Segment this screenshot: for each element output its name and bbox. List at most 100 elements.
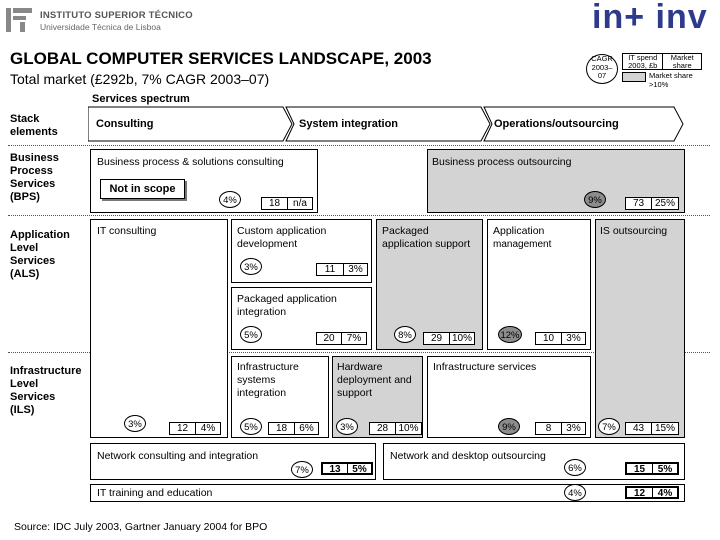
bp-consulting-share: n/a — [287, 198, 312, 209]
network-consulting-figures: 13 5% — [321, 462, 373, 475]
bp-outsourcing-figures: 73 25% — [625, 197, 679, 210]
infra-integration-cagr: 5% — [240, 418, 262, 435]
custom-app-share: 3% — [343, 264, 367, 275]
network-consulting-label: Network consulting and integration — [97, 450, 259, 462]
services-spectrum-arrows — [88, 106, 684, 142]
packaged-support-figures: 29 10% — [423, 332, 475, 345]
infra-services-label: Infrastructure services — [433, 361, 537, 373]
network-outsourcing-share: 5% — [652, 464, 677, 475]
hardware-cagr: 3% — [336, 418, 358, 435]
custom-app-cagr: 3% — [240, 258, 262, 275]
packaged-integration-spend: 20 — [323, 333, 335, 344]
page-title: GLOBAL COMPUTER SERVICES LANDSCAPE, 2003 — [10, 49, 432, 68]
legend-cagr — [586, 54, 618, 84]
spectrum-system-integration: System integration — [299, 118, 399, 130]
network-consulting-share: 5% — [347, 464, 371, 475]
row-als-label: Application Level Services (ALS) — [10, 229, 70, 280]
infra-integration-label: Infrastructure systems integration — [237, 361, 299, 399]
infra-services-spend: 8 — [545, 423, 552, 434]
packaged-integration-figures: 20 7% — [316, 332, 367, 345]
bp-consulting-label: Business process & solutions consulting — [97, 156, 284, 168]
app-management-figures: 10 3% — [535, 332, 586, 345]
network-outsourcing-spend: 15 — [633, 464, 646, 475]
brand-logo: in+ inv — [592, 0, 708, 36]
it-consulting-cagr: 3% — [124, 415, 146, 432]
packaged-support-spend: 29 — [430, 333, 443, 344]
is-outsourcing-label: IS outsourcing — [600, 225, 668, 237]
is-outsourcing-cagr: 7% — [598, 418, 620, 435]
app-management-label-2: management — [493, 239, 552, 250]
legend-key-box: IT spend 2003, £b Market share — [622, 53, 702, 70]
hardware-share: 10% — [395, 423, 421, 434]
it-training-label: IT training and education — [97, 487, 213, 499]
infra-services-share: 3% — [561, 423, 585, 434]
legend-share-note: Market share >10% — [649, 71, 693, 89]
bp-outsourcing-share: 25% — [651, 198, 678, 209]
it-training-spend: 12 — [633, 488, 646, 499]
page-subtitle: Total market (£292b, 7% CAGR 2003–07) — [10, 71, 270, 87]
legend-it-spend: IT spend 2003, £b — [623, 54, 664, 70]
stack-elements-label: Stack elements — [10, 113, 58, 138]
bp-consulting-cagr: 4% — [219, 191, 241, 208]
legend-grey-swatch — [622, 72, 646, 82]
cell-is-outsourcing — [595, 219, 685, 438]
network-consulting-cagr: 7% — [291, 461, 313, 478]
infra-integration-spend: 18 — [275, 423, 288, 434]
packaged-integration-share: 7% — [341, 333, 366, 344]
is-outsourcing-figures: 43 15% — [625, 422, 679, 435]
network-outsourcing-label: Network and desktop outsourcing — [390, 450, 546, 462]
packaged-integration-cagr: 5% — [240, 326, 262, 343]
it-training-share: 4% — [652, 488, 677, 499]
app-management-share: 3% — [561, 333, 585, 344]
legend-cagr-label: CAGR 2003– 07 — [591, 54, 613, 80]
spectrum-consulting: Consulting — [96, 118, 154, 130]
it-consulting-label: IT consulting — [97, 225, 157, 237]
cell-packaged-support — [376, 219, 483, 350]
legend-market-share: Market share — [670, 53, 694, 70]
network-outsourcing-cagr: 6% — [564, 459, 586, 476]
hardware-figures: 28 10% — [369, 422, 422, 435]
hardware-spend: 28 — [376, 423, 389, 434]
packaged-support-cagr: 8% — [394, 326, 416, 343]
cell-it-training — [90, 484, 685, 502]
institution-subtitle: Universidade Técnica de Lisboa — [40, 22, 161, 32]
it-consulting-figures: 12 4% — [169, 422, 221, 435]
packaged-support-share: 10% — [449, 333, 474, 344]
cell-network-outsourcing — [383, 443, 685, 480]
custom-app-label: Custom application development — [237, 225, 327, 250]
services-spectrum-title: Services spectrum — [92, 93, 190, 105]
it-training-figures: 12 4% — [625, 486, 679, 499]
it-training-cagr: 4% — [564, 484, 586, 501]
hardware-label: Hardware deployment and support — [337, 361, 412, 399]
institution-name: INSTITUTO SUPERIOR TÉCNICO — [40, 10, 193, 21]
it-consulting-share: 4% — [195, 423, 220, 434]
bp-outsourcing-cagr: 9% — [584, 191, 606, 208]
infra-integration-share: 6% — [294, 423, 318, 434]
custom-app-spend: 11 — [324, 264, 336, 275]
packaged-integration-label: Packaged application integration — [237, 293, 337, 318]
it-consulting-spend: 12 — [176, 423, 189, 434]
bp-consulting-spend: 18 — [268, 198, 281, 209]
is-outsourcing-share: 15% — [651, 423, 678, 434]
infra-integration-figures: 18 6% — [268, 422, 319, 435]
row-ils-label: Infrastructure Level Services (ILS) — [10, 365, 82, 416]
app-management-label: Application — [493, 225, 545, 237]
infra-services-figures: 8 3% — [535, 422, 586, 435]
cell-it-consulting — [90, 219, 228, 438]
is-outsourcing-spend: 43 — [632, 423, 645, 434]
source-note: Source: IDC July 2003, Gartner January 2… — [14, 521, 268, 533]
not-in-scope-badge: Not in scope — [100, 179, 185, 199]
ist-logo-icon — [6, 8, 32, 32]
network-outsourcing-figures: 15 5% — [625, 462, 679, 475]
packaged-support-label: Packaged application support — [382, 225, 471, 250]
row-bps-label: Business Process Services (BPS) — [10, 152, 59, 203]
app-management-spend: 10 — [542, 333, 555, 344]
app-management-cagr: 12% — [498, 326, 522, 343]
spectrum-operations-outsourcing: Operations/outsourcing — [494, 118, 619, 130]
bp-outsourcing-spend: 73 — [632, 198, 645, 209]
custom-app-figures: 11 3% — [316, 263, 368, 276]
bp-outsourcing-label: Business process outsourcing — [432, 156, 572, 168]
bp-consulting-figures: 18 n/a — [261, 197, 313, 210]
network-consulting-spend: 13 — [329, 464, 341, 475]
infra-services-cagr: 9% — [498, 418, 520, 435]
